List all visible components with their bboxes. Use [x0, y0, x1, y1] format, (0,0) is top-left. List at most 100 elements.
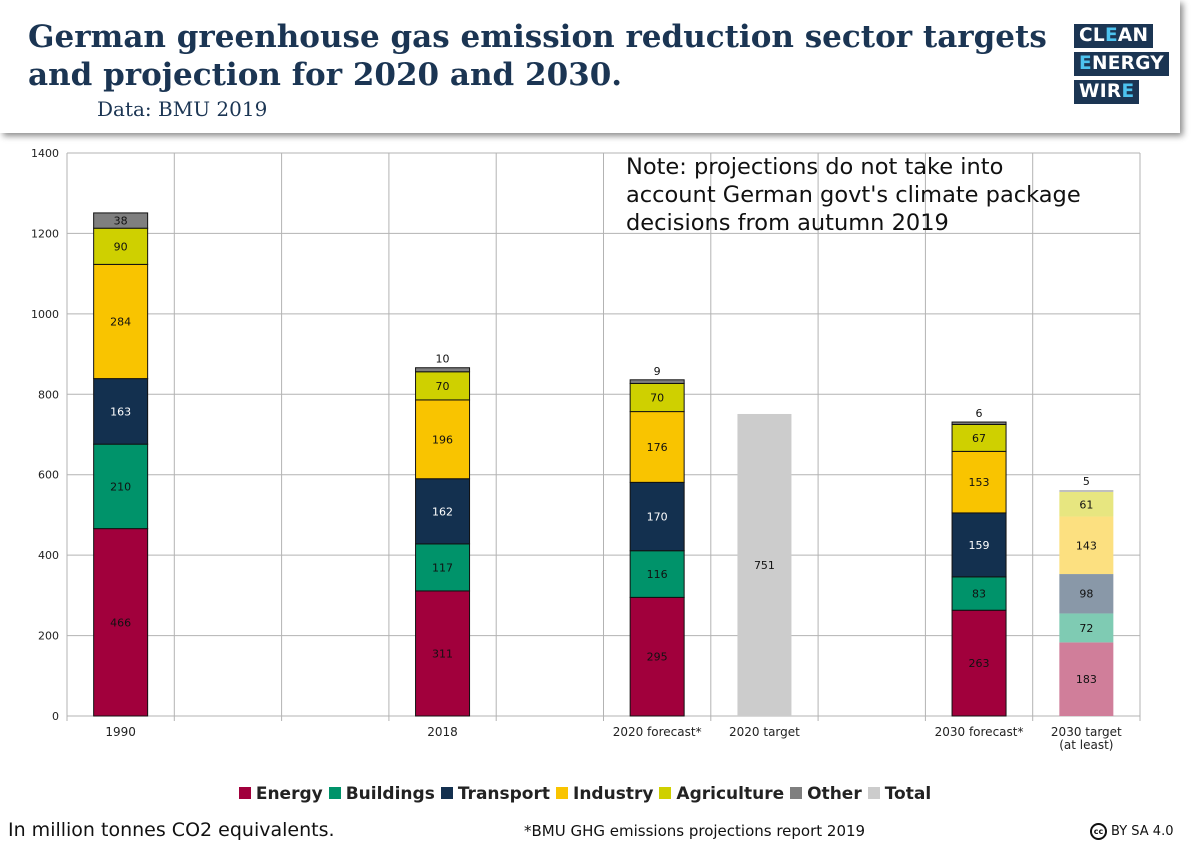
legend-label: Agriculture: [676, 784, 785, 804]
y-tick-label: 600: [38, 469, 59, 482]
bar-segment-total: [737, 413, 792, 716]
data-label: 70: [436, 380, 450, 393]
legend-item: Buildings: [328, 784, 435, 804]
data-label: 153: [969, 476, 990, 489]
data-label: 143: [1076, 539, 1097, 552]
bar-segment-transport: [415, 478, 471, 545]
data-label: 83: [972, 588, 986, 601]
y-tick-label: 0: [52, 710, 59, 723]
gridlines: [66, 152, 1141, 721]
bar-segment-transport: [93, 378, 149, 445]
legend-item: Industry: [556, 784, 653, 804]
legend-swatch: [238, 787, 251, 799]
data-label: 295: [647, 651, 668, 664]
emissions-stacked-bar-chart: 0 200 400 600 800 1000 1200 1400 1990 2018 2020 fo…: [31, 147, 1141, 752]
bar-segment-buildings: [1059, 613, 1114, 643]
data-label: 163: [110, 405, 131, 418]
license-badge: cc BY SA 4.0: [1090, 823, 1173, 840]
bar-segment-energy: [93, 528, 149, 717]
note-line: decisions from autumn 2019: [626, 210, 949, 236]
data-label: 70: [650, 392, 664, 405]
legend-swatch: [328, 787, 341, 799]
data-label: 466: [110, 616, 131, 629]
data-label: 5: [1083, 475, 1090, 488]
legend-item: Energy: [238, 784, 323, 804]
legend-item: Other: [790, 784, 862, 804]
chart-subtitle: Data: BMU 2019: [97, 97, 268, 121]
legend-label: Industry: [573, 784, 654, 804]
bar-segment-industry: [415, 399, 471, 480]
legend-label: Buildings: [345, 784, 435, 804]
data-label: 170: [647, 511, 668, 524]
bar-segment-transport: [1059, 574, 1114, 614]
data-label: 311: [432, 647, 453, 660]
bar-segment-agriculture: [415, 371, 471, 401]
legend-label: Energy: [255, 784, 323, 804]
y-tick-label: 1400: [31, 147, 59, 160]
bar-segment-energy: [1059, 642, 1114, 716]
y-tick-label: 400: [38, 549, 59, 562]
bar-segment-industry: [93, 263, 149, 380]
bar-segment-transport: [951, 512, 1007, 578]
data-label: 61: [1079, 498, 1093, 511]
data-label: 116: [647, 568, 668, 581]
note-line: Note: projections do not take into: [626, 154, 1003, 180]
bar-segment-other: [629, 379, 685, 384]
license-text: BY SA 4.0: [1111, 824, 1174, 839]
legend-swatch: [659, 787, 672, 799]
legend-item: Agriculture: [659, 784, 784, 804]
y-tick-label: 1000: [31, 308, 59, 321]
data-label: 196: [432, 433, 453, 446]
logo-word: WIRE: [1074, 80, 1140, 104]
chart-legend: Energy Buildings Transport Industry Agricult…: [0, 784, 1170, 804]
data-label: 90: [114, 240, 128, 253]
data-label: 6: [976, 407, 983, 420]
data-label: 98: [1079, 588, 1093, 601]
data-label: 67: [972, 432, 986, 445]
creative-commons-icon: cc: [1090, 823, 1107, 840]
bar-segment-buildings: [415, 543, 471, 592]
bar-segment-industry: [629, 411, 685, 483]
legend-item: Total: [867, 784, 932, 804]
data-label: 263: [969, 657, 990, 670]
bar-segment-other: [1059, 489, 1114, 493]
data-label: 751: [754, 559, 775, 572]
bar-segment-buildings: [951, 576, 1007, 611]
bars: 466 210 163 284 90 38 311 117 162 196 70 10 295 116 17…: [93, 212, 1114, 717]
bar-segment-transport: [629, 481, 685, 552]
legend-swatch: [440, 787, 453, 799]
data-label: 38: [114, 215, 128, 228]
bar-segment-industry: [951, 450, 1007, 514]
legend-swatch: [867, 787, 880, 799]
bar-segment-industry: [1059, 516, 1114, 575]
x-tick-label: 1990: [105, 725, 136, 739]
bar-segment-other: [951, 421, 1007, 425]
legend-label: Total: [884, 784, 932, 804]
data-label: 72: [1079, 622, 1093, 635]
legend-label: Other: [807, 784, 862, 804]
legend-label: Transport: [457, 784, 550, 804]
x-tick-label: (at least): [1059, 738, 1113, 752]
y-tick-label: 1200: [31, 227, 59, 240]
x-tick-label: 2020 forecast*: [613, 725, 702, 739]
bar-segment-energy: [415, 590, 471, 717]
bar-segment-other: [93, 212, 149, 229]
data-label: 10: [436, 353, 450, 366]
source-footnote: *BMU GHG emissions projections report 20…: [524, 822, 866, 840]
data-label: 210: [110, 480, 131, 493]
bar-segment-energy: [629, 596, 685, 717]
legend-item: Transport: [440, 784, 550, 804]
unit-note: In million tonnes CO2 equivalents.: [8, 819, 335, 841]
y-tick-label: 800: [38, 388, 59, 401]
data-label: 9: [654, 365, 661, 378]
axes: 0 200 400 600 800 1000 1200 1400 1990 2018 2020 fo…: [31, 147, 1140, 752]
chart-title: German greenhouse gas emission reduction…: [28, 19, 1047, 93]
logo-word: CLEAN: [1074, 24, 1154, 48]
bar-segment-buildings: [93, 443, 149, 530]
data-label: 159: [969, 539, 990, 552]
header-panel: German greenhouse gas emission reduction…: [0, 0, 1180, 133]
bar-segment-agriculture: [1059, 492, 1114, 517]
y-tick-label: 200: [38, 630, 59, 643]
bar-segment-other: [415, 367, 471, 373]
x-tick-label: 2018: [427, 725, 458, 739]
